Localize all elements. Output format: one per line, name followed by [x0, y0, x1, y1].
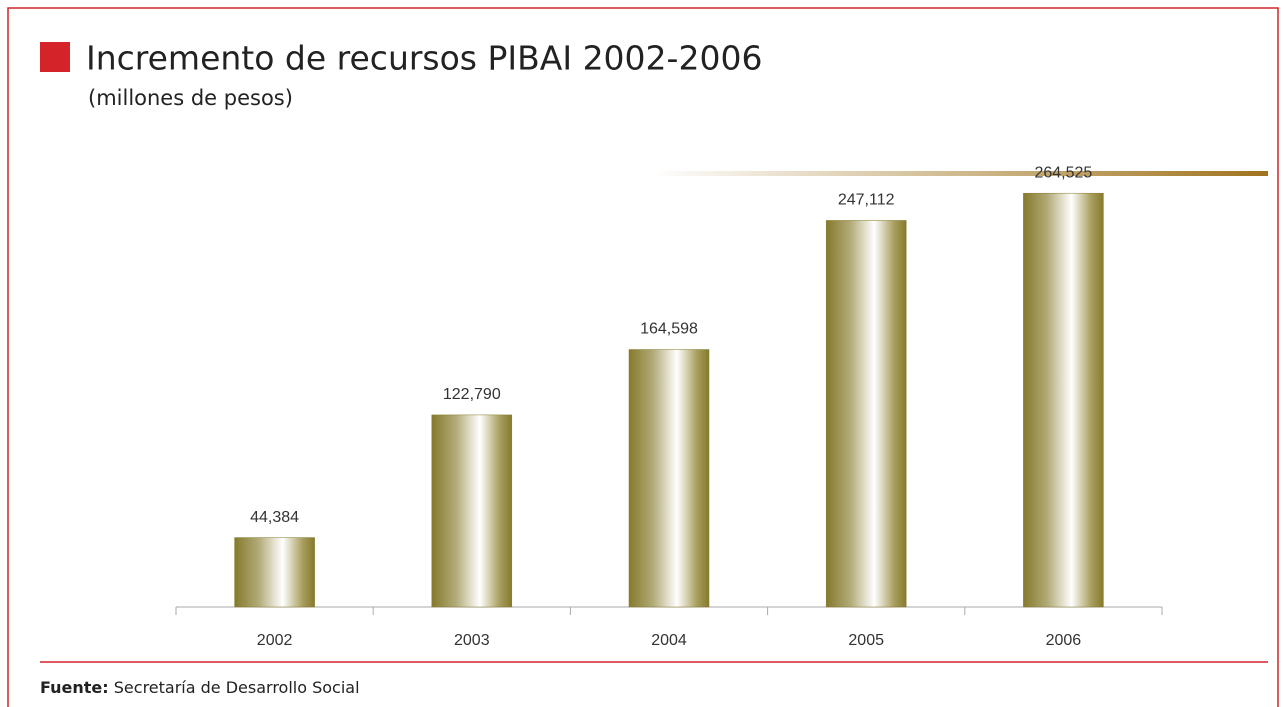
x-tick-label: 2002	[257, 632, 293, 649]
bar	[1023, 192, 1104, 608]
decor-line	[650, 171, 1268, 176]
data-label: 122,790	[443, 386, 501, 403]
x-tick-label: 2006	[1046, 632, 1082, 649]
x-tick-label: 2005	[848, 632, 884, 649]
data-label: 44,384	[250, 509, 299, 526]
x-tick-label: 2004	[651, 632, 687, 649]
data-label: 164,598	[640, 321, 698, 338]
chart-title: Incremento de recursos PIBAI 2002-2006	[86, 39, 762, 78]
source: Fuente: Secretaría de Desarrollo Social	[40, 678, 360, 697]
source-label: Fuente:	[40, 678, 109, 697]
data-label: 264,525	[1034, 164, 1092, 181]
source-text: Secretaría de Desarrollo Social	[114, 678, 360, 697]
bar	[431, 414, 513, 608]
bar	[628, 349, 710, 608]
bar	[825, 220, 907, 608]
x-tick-label: 2003	[454, 632, 490, 649]
data-label: 247,112	[838, 192, 895, 209]
chart-subtitle: (millones de pesos)	[88, 86, 293, 110]
frame	[7, 7, 1279, 707]
bar	[234, 537, 315, 608]
title-marker	[40, 42, 70, 72]
